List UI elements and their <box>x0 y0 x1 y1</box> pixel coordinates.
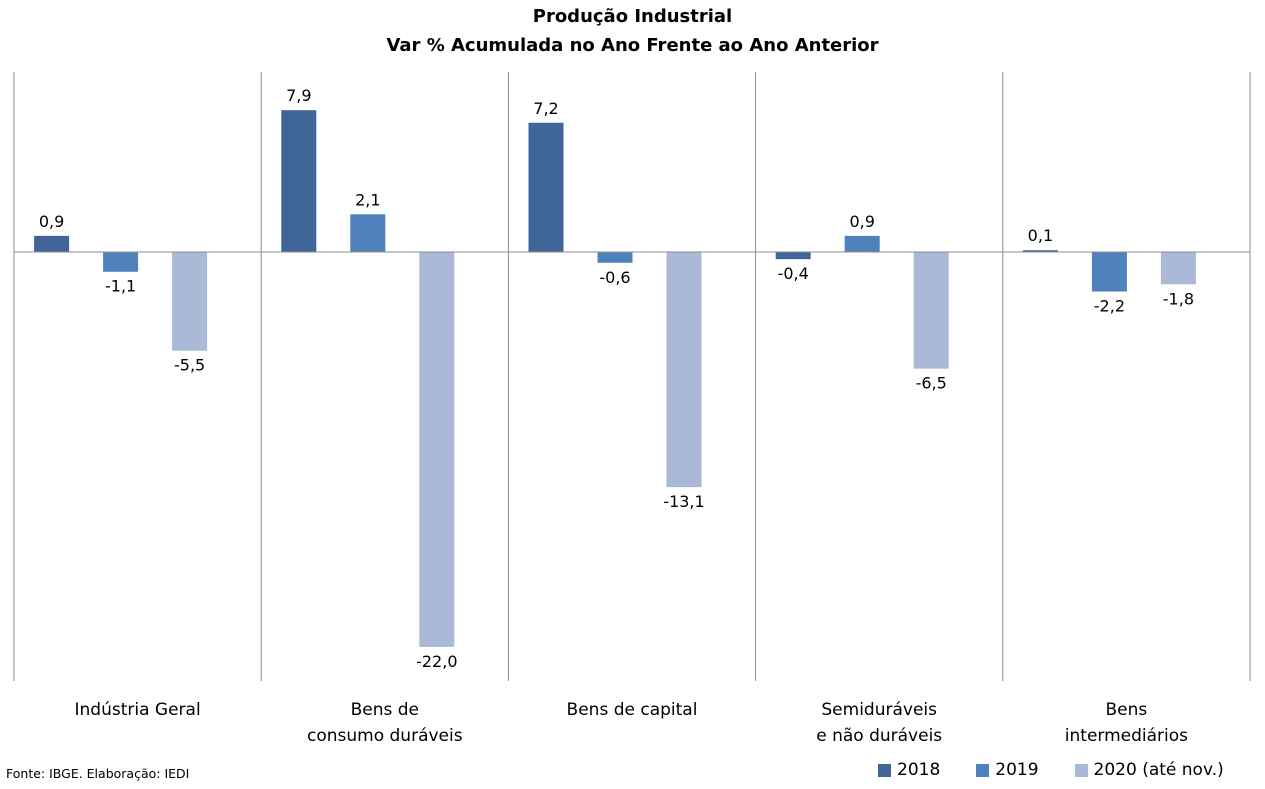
category-label: intermediários <box>1065 726 1188 746</box>
legend-label-2018: 2018 <box>897 760 941 780</box>
bar-2018-3 <box>775 252 811 260</box>
data-label: -13,1 <box>663 492 704 511</box>
legend: 2018 2019 2020 (até nov.) <box>878 760 1224 780</box>
data-label: -5,5 <box>174 356 205 375</box>
bar-2020-0 <box>172 252 208 351</box>
bar-2020-2 <box>666 252 702 488</box>
category-label: e não duráveis <box>816 726 942 746</box>
legend-item-2020: 2020 (até nov.) <box>1074 760 1224 780</box>
data-label: -2,2 <box>1094 296 1125 315</box>
category-label: Indústria Geral <box>75 700 201 720</box>
bar-2019-0 <box>103 252 139 272</box>
data-label: -1,8 <box>1163 289 1194 308</box>
chart-title: Produção Industrial <box>532 6 733 27</box>
legend-item-2018: 2018 <box>878 760 940 780</box>
bar-2018-4 <box>1022 250 1058 252</box>
legend-label-2020: 2020 (até nov.) <box>1093 760 1224 780</box>
bar-2018-2 <box>528 122 564 252</box>
data-label: -22,0 <box>416 652 457 671</box>
category-label: Bens de <box>351 700 419 720</box>
bar-2020-3 <box>913 252 949 369</box>
legend-swatch-2020 <box>1074 763 1088 777</box>
bar-2018-1 <box>281 110 317 252</box>
data-label: 7,2 <box>533 99 558 118</box>
legend-swatch-2019 <box>976 763 990 777</box>
bar-2019-1 <box>350 214 386 252</box>
data-label: -6,5 <box>916 374 947 393</box>
legend-label-2019: 2019 <box>995 760 1039 780</box>
bar-2019-2 <box>597 252 633 263</box>
source-note: Fonte: IBGE. Elaboração: IEDI <box>6 766 190 781</box>
data-label: -0,6 <box>599 268 630 287</box>
bar-2018-0 <box>34 235 70 252</box>
legend-item-2019: 2019 <box>976 760 1039 780</box>
category-label: Semiduráveis <box>821 700 937 720</box>
category-label: consumo duráveis <box>307 726 463 746</box>
category-label: Bens de capital <box>567 700 698 720</box>
bar-2020-4 <box>1160 252 1196 285</box>
data-label: 0,9 <box>849 212 874 231</box>
data-label: 7,9 <box>286 86 311 105</box>
category-label: Bens <box>1106 700 1148 720</box>
data-label: 0,9 <box>39 212 64 231</box>
chart-subtitle: Var % Acumulada no Ano Frente ao Ano Ant… <box>386 35 879 56</box>
data-label: -0,4 <box>778 264 809 283</box>
bar-2019-4 <box>1091 252 1127 292</box>
legend-swatch-2018 <box>878 763 891 777</box>
bar-2020-1 <box>419 252 455 647</box>
bar-2019-3 <box>844 235 880 252</box>
data-label: 0,1 <box>1028 226 1053 245</box>
data-label: -1,1 <box>105 277 136 296</box>
data-label: 2,1 <box>355 190 380 209</box>
